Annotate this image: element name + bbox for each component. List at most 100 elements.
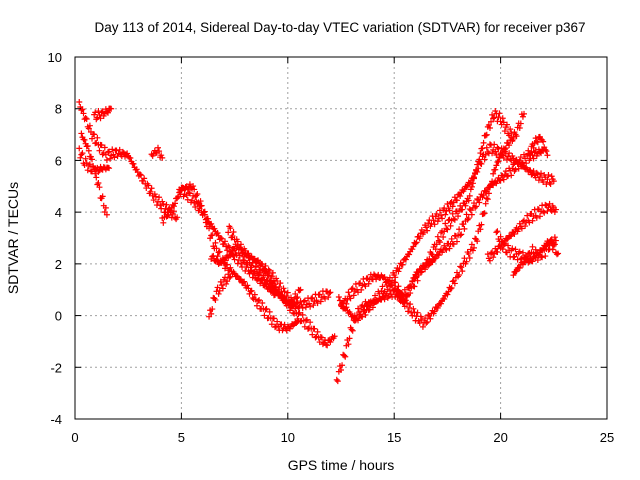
data-point: [457, 193, 464, 200]
data-point: [277, 280, 284, 287]
data-point: [463, 258, 470, 265]
data-point: [309, 331, 316, 338]
data-point: [302, 317, 309, 324]
data-point: [212, 239, 219, 246]
data-point: [234, 238, 241, 245]
data-point: [481, 210, 488, 217]
data-point: [506, 150, 513, 157]
data-point: [494, 249, 501, 256]
y-tick-label: -2: [50, 360, 62, 375]
data-point: [419, 323, 426, 330]
series-arc18: [510, 237, 562, 279]
data-point: [295, 310, 302, 317]
data-point: [495, 114, 502, 121]
data-point: [457, 263, 464, 270]
data-point: [447, 285, 454, 292]
data-point: [538, 150, 545, 157]
data-point: [249, 274, 256, 281]
data-point: [494, 159, 501, 166]
data-point: [451, 194, 458, 201]
data-point: [392, 279, 399, 286]
data-point: [292, 290, 299, 297]
data-point: [477, 226, 484, 233]
data-point: [508, 130, 515, 137]
data-point: [526, 150, 533, 157]
data-point: [325, 294, 332, 301]
data-point: [532, 246, 539, 253]
data-point: [84, 167, 91, 174]
data-point: [186, 190, 193, 197]
data-point: [409, 246, 416, 253]
data-point: [513, 156, 520, 163]
data-point: [474, 161, 481, 168]
data-point: [528, 171, 535, 178]
data-point: [293, 300, 300, 307]
data-point: [466, 206, 473, 213]
data-point: [506, 142, 513, 149]
data-point: [477, 150, 484, 157]
data-point: [224, 278, 231, 285]
data-point: [532, 135, 539, 142]
data-point: [524, 257, 531, 264]
data-point: [555, 250, 562, 257]
series-arc19: [525, 133, 551, 159]
data-point: [124, 150, 131, 157]
y-tick-label: 0: [55, 309, 62, 324]
data-point: [441, 228, 448, 235]
data-point: [358, 286, 365, 293]
data-point: [222, 238, 229, 245]
data-point: [526, 219, 533, 226]
data-point: [501, 146, 508, 153]
data-point: [255, 298, 262, 305]
data-point: [327, 289, 334, 296]
data-point: [500, 119, 507, 126]
data-point: [216, 248, 223, 255]
data-point: [490, 115, 497, 122]
data-point: [266, 267, 273, 274]
data-point: [133, 166, 140, 173]
data-point: [496, 154, 503, 161]
data-point: [192, 204, 199, 211]
data-point: [548, 238, 555, 245]
data-point: [407, 301, 414, 308]
data-point: [347, 295, 354, 302]
data-point: [465, 215, 472, 222]
data-point: [422, 264, 429, 271]
data-point: [249, 294, 256, 301]
data-point: [108, 105, 115, 112]
x-tick-label: 0: [71, 430, 78, 445]
data-point: [443, 246, 450, 253]
data-point: [433, 210, 440, 217]
data-point: [335, 293, 342, 300]
data-point: [474, 238, 481, 245]
data-point: [469, 247, 476, 254]
data-point: [273, 284, 280, 291]
data-point: [497, 233, 504, 240]
data-point: [513, 268, 520, 275]
data-point: [91, 131, 98, 138]
data-point: [216, 287, 223, 294]
data-point: [485, 121, 492, 128]
data-point: [431, 221, 438, 228]
data-point: [147, 188, 154, 195]
data-point: [253, 302, 260, 309]
data-point: [527, 167, 534, 174]
data-point: [103, 108, 110, 115]
data-point: [519, 249, 526, 256]
data-point: [248, 287, 255, 294]
data-point: [191, 186, 198, 193]
data-point: [355, 289, 362, 296]
data-point: [449, 210, 456, 217]
data-point: [529, 258, 536, 265]
data-point: [489, 150, 496, 157]
data-point: [447, 222, 454, 229]
data-point: [402, 256, 409, 263]
data-point: [359, 313, 366, 320]
data-point: [488, 118, 495, 125]
data-point: [102, 204, 109, 211]
data-point: [76, 145, 83, 152]
data-point: [401, 303, 408, 310]
data-point: [237, 276, 244, 283]
data-point: [218, 235, 225, 242]
data-point: [80, 110, 87, 117]
